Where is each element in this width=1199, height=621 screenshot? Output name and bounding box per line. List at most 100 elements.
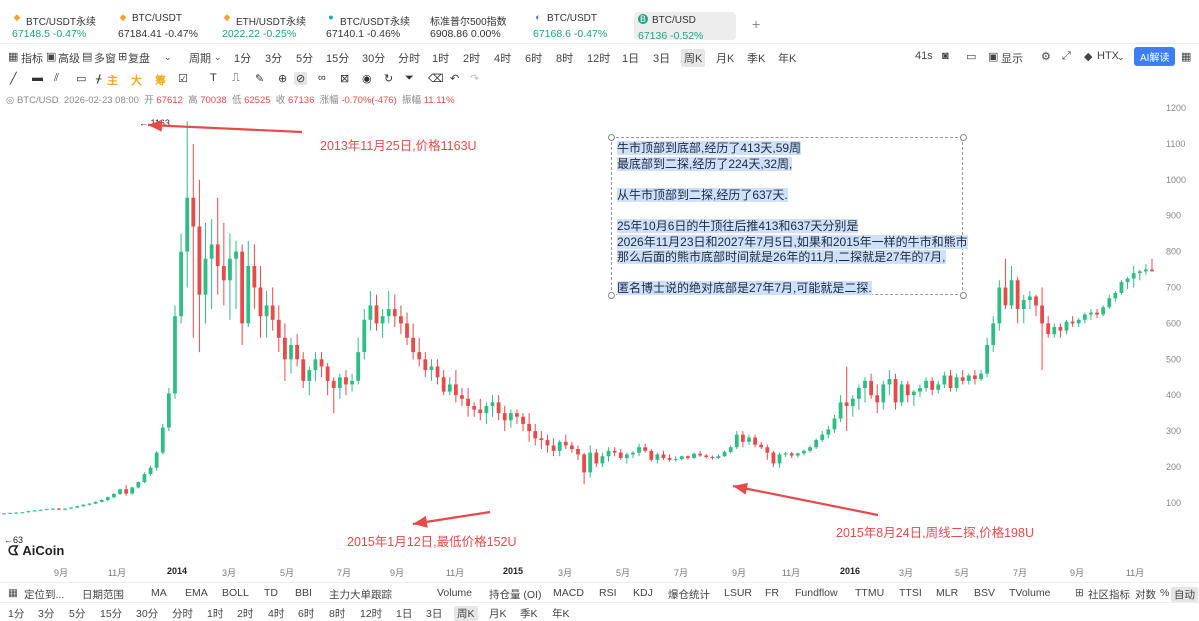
channel-tool-icon[interactable]: ⫽ xyxy=(54,72,59,84)
chart-canvas[interactable]: 1200 1100 1000 900 800 700 600 500 400 300 200 100 ←… xyxy=(0,103,1199,573)
indicator-boll[interactable]: BOLL xyxy=(222,587,249,599)
period-1m[interactable]: 1分 xyxy=(234,53,252,65)
indicator-lsur[interactable]: LSUR xyxy=(724,587,753,599)
eye-icon[interactable]: ◉ xyxy=(362,73,372,85)
period-4h[interactable]: 4时 xyxy=(268,608,285,620)
period-2h[interactable]: 2时 xyxy=(463,53,481,65)
fullscreen-icon[interactable]: ⤢ xyxy=(1062,50,1071,62)
chevron-down-icon[interactable]: ⌄ xyxy=(1117,52,1125,62)
period-1h[interactable]: 1时 xyxy=(207,608,224,620)
indicator-liquidation[interactable]: 爆仓统计 xyxy=(668,589,710,601)
period-1d[interactable]: 1日 xyxy=(396,608,413,620)
lock-icon[interactable]: ⊠ xyxy=(340,73,350,85)
candlestick-chart[interactable]: 1200 1100 1000 900 800 700 600 500 400 300 200 100 ←… xyxy=(0,103,1199,573)
ticker-tab[interactable]: ◆ BTC/USDT永续 67148.5 -0.47% xyxy=(12,10,107,40)
annotation-handle[interactable] xyxy=(608,292,615,299)
horizontal-ray-icon[interactable]: ▬ xyxy=(32,72,43,84)
period-4h[interactable]: 4时 xyxy=(494,53,512,65)
magnet-icon[interactable]: ⊘ xyxy=(294,72,308,85)
ticker-tab[interactable]: 标准普尔500指数 6908.86 0.00% xyxy=(430,10,525,40)
redo-icon[interactable]: ↷ xyxy=(470,73,480,85)
fib-tool-icon[interactable]: ▭ xyxy=(76,73,87,85)
percent-scale-button[interactable]: % xyxy=(1160,587,1170,599)
big-order-button[interactable]: 大 xyxy=(131,75,142,87)
layout-icon[interactable]: ▭ xyxy=(966,51,977,63)
locate-to-button[interactable]: 定位到... xyxy=(24,589,65,601)
advanced-button[interactable]: 高级 xyxy=(58,53,80,65)
ticker-tab[interactable]: ◆ ETH/USDT永续 2022.22 -0.25% xyxy=(222,10,322,40)
period-15m[interactable]: 15分 xyxy=(100,608,123,620)
indicator-volume[interactable]: Volume xyxy=(437,587,473,599)
period-8h[interactable]: 8时 xyxy=(556,53,574,65)
chevron-down-icon[interactable]: ⌄ xyxy=(164,52,172,62)
indicator-tvolume[interactable]: TVolume xyxy=(1009,587,1051,599)
indicator-ema[interactable]: EMA xyxy=(185,587,208,599)
period-5m[interactable]: 5分 xyxy=(296,53,314,65)
indicator-main-force[interactable]: 主力大单跟踪 xyxy=(329,589,392,601)
period-quarterly[interactable]: 季K xyxy=(520,608,538,620)
indicator-macd[interactable]: MACD xyxy=(553,587,584,599)
period-weekly[interactable]: 周K xyxy=(681,49,706,67)
chevron-down-icon[interactable]: ⌄ xyxy=(214,52,222,62)
indicator-ttmu[interactable]: TTMU xyxy=(855,587,885,599)
indicator-bbi[interactable]: BBI xyxy=(295,587,312,599)
period-yearly[interactable]: 年K xyxy=(778,53,797,65)
period-monthly[interactable]: 月K xyxy=(489,608,507,620)
period-quarterly[interactable]: 季K xyxy=(747,53,766,65)
period-1d[interactable]: 1日 xyxy=(622,53,640,65)
date-range-button[interactable]: 日期范围 xyxy=(82,589,124,601)
ticker-tab[interactable]: ◐ BTC/USDT 67168.6 -0.47% xyxy=(533,10,628,40)
log-scale-button[interactable]: 对数 xyxy=(1135,589,1156,601)
period-1h[interactable]: 1时 xyxy=(432,53,450,65)
zoom-in-icon[interactable]: ⊕ xyxy=(278,73,288,85)
period-12h[interactable]: 12时 xyxy=(587,53,611,65)
ticker-tab[interactable]: ● BTC/USDT永续 67140.1 -0.46% xyxy=(326,10,421,40)
text-tool-icon[interactable]: T xyxy=(210,72,217,84)
undo-icon[interactable]: ↶ xyxy=(450,73,460,85)
period-timeline[interactable]: 分时 xyxy=(172,608,193,620)
period-6h[interactable]: 6时 xyxy=(525,53,543,65)
filter-icon[interactable]: ⏷ xyxy=(405,72,414,84)
period-15m[interactable]: 15分 xyxy=(326,53,350,65)
multi-window-button[interactable]: 多窗 xyxy=(94,53,116,65)
indicator-bsv[interactable]: BSV xyxy=(974,587,996,599)
indicator-rsi[interactable]: RSI xyxy=(599,587,617,599)
ai-interpret-button[interactable]: AI解读 xyxy=(1134,47,1176,66)
indicator-fr[interactable]: FR xyxy=(765,587,779,599)
period-weekly[interactable]: 周K xyxy=(454,606,478,621)
annotation-handle[interactable] xyxy=(960,134,967,141)
auto-scale-button[interactable]: 自动 xyxy=(1171,587,1198,602)
settings-icon[interactable]: ⚙ xyxy=(1041,51,1051,63)
indicator-mlr[interactable]: MLR xyxy=(936,587,959,599)
period-6h[interactable]: 6时 xyxy=(298,608,315,620)
indicator-oi[interactable]: 持仓量 (OI) xyxy=(489,589,542,601)
indicator-kdj[interactable]: KDJ xyxy=(633,587,653,599)
ticker-tab-active[interactable]: B BTC/USD 67136 -0.52% xyxy=(634,12,736,42)
ticker-tab[interactable]: ◆ BTC/USDT 67184.41 -0.47% xyxy=(118,10,213,40)
grid-icon[interactable]: ▦ xyxy=(1181,51,1192,63)
replay-button[interactable]: 复盘 xyxy=(128,53,150,65)
redo-circle-icon[interactable]: ↻ xyxy=(384,73,394,85)
period-3d[interactable]: 3日 xyxy=(653,53,671,65)
main-force-button[interactable]: 主 xyxy=(107,75,118,87)
period-1m[interactable]: 1分 xyxy=(8,608,25,620)
exchange-select[interactable]: HTX xyxy=(1097,50,1119,62)
sticker-icon[interactable]: ☑ xyxy=(178,73,188,85)
monitor-icon[interactable]: ▣ xyxy=(988,51,999,63)
period-12h[interactable]: 12时 xyxy=(360,608,383,620)
period-8h[interactable]: 8时 xyxy=(329,608,346,620)
brush-icon[interactable]: ✎ xyxy=(255,73,265,85)
period-30m[interactable]: 30分 xyxy=(136,608,159,620)
annotation-handle[interactable] xyxy=(960,292,967,299)
period-monthly[interactable]: 月K xyxy=(716,53,735,65)
period-30m[interactable]: 30分 xyxy=(362,53,386,65)
line-tool-icon[interactable]: ╱ xyxy=(10,73,17,85)
add-tab-button[interactable]: + xyxy=(752,16,761,32)
indicator-button[interactable]: 指标 xyxy=(21,53,43,65)
ruler-icon[interactable]: ⎍ xyxy=(232,72,240,84)
period-yearly[interactable]: 年K xyxy=(552,608,570,620)
period-3m[interactable]: 3分 xyxy=(265,53,283,65)
period-3d[interactable]: 3日 xyxy=(426,608,443,620)
indicator-fundflow[interactable]: Fundflow xyxy=(795,587,838,599)
eye-toggle-icon[interactable]: ◎ xyxy=(6,95,15,106)
